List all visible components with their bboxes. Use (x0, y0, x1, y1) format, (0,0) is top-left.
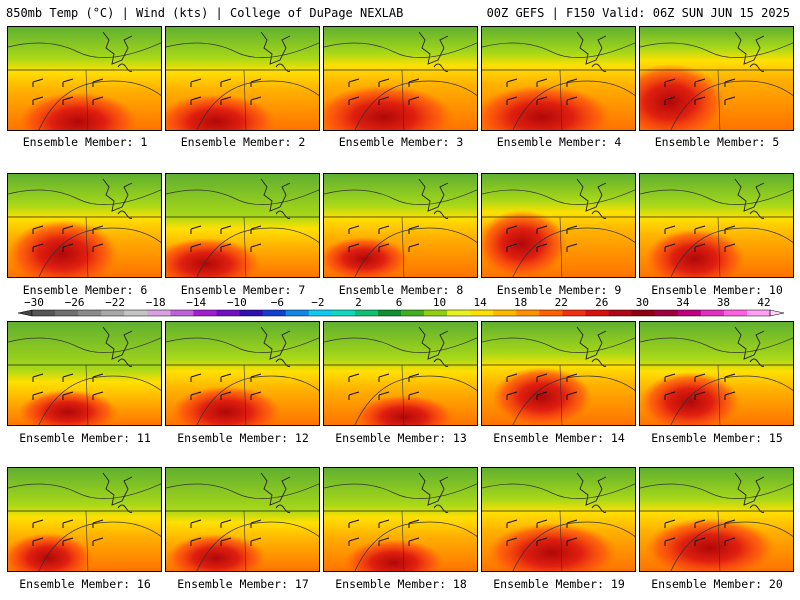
colorbar-tick-label: 14 (473, 296, 487, 309)
colorbar-tick-label: −18 (146, 296, 166, 309)
colorbar-swatch (585, 310, 610, 316)
colorbar-swatch (78, 310, 102, 316)
ensemble-member-map (323, 321, 478, 426)
header-left-title: 850mb Temp (°C) | Wind (kts) | College o… (6, 6, 404, 20)
colorbar-tick-label: −30 (24, 296, 44, 309)
ensemble-member-label: Ensemble Member: 4 (496, 135, 622, 149)
colorbar-tick-label: 2 (355, 296, 362, 309)
colorbar-swatch (262, 310, 287, 316)
ensemble-member-map (7, 321, 162, 426)
ensemble-member-label: Ensemble Member: 11 (19, 431, 151, 445)
colorbar-swatch (723, 310, 748, 316)
colorbar-swatch (331, 310, 356, 316)
ensemble-member-label: Ensemble Member: 16 (19, 577, 151, 591)
colorbar-swatch (608, 310, 633, 316)
colorbar-swatch (562, 310, 586, 316)
ensemble-member-label: Ensemble Member: 20 (651, 577, 783, 591)
ensemble-member-map (639, 173, 794, 278)
colorbar-swatch (32, 310, 56, 316)
colorbar-tick-label: −6 (271, 296, 284, 309)
colorbar-tick-label: −2 (311, 296, 324, 309)
header-right-title: 00Z GEFS | F150 Valid: 06Z SUN JUN 15 20… (486, 6, 790, 20)
colorbar-swatch (470, 310, 494, 316)
colorbar-swatch (654, 310, 679, 316)
colorbar-swatch (700, 310, 725, 316)
colorbar-tick-label: −22 (105, 296, 125, 309)
colorbar-tick-label: 22 (555, 296, 568, 309)
colorbar-swatch (516, 310, 540, 316)
ensemble-member-map (481, 26, 636, 131)
colorbar-tick-label: −10 (227, 296, 247, 309)
ensemble-member-label: Ensemble Member: 17 (177, 577, 309, 591)
colorbar-tick-label: 42 (757, 296, 770, 309)
temperature-colorbar: −30 −26 −22 −18 −14 −10 −6 −2 2 6 10 14 18 22 26 30 34 38… (17, 296, 785, 317)
colorbar-swatch (677, 310, 702, 316)
ensemble-member-label: Ensemble Member: 7 (180, 283, 306, 297)
colorbar-swatch (746, 310, 771, 316)
colorbar-swatch (147, 310, 171, 316)
colorbar-swatch (631, 310, 656, 316)
colorbar-swatch (124, 310, 148, 316)
colorbar-swatch (424, 310, 448, 316)
ensemble-member-map (7, 26, 162, 131)
colorbar-swatch (193, 310, 217, 316)
colorbar-tick-label: 6 (396, 296, 403, 309)
ensemble-member-label: Ensemble Member: 8 (338, 283, 464, 297)
ensemble-member-label: Ensemble Member: 6 (22, 283, 148, 297)
ensemble-member-label: Ensemble Member: 12 (177, 431, 309, 445)
ensemble-member-label: Ensemble Member: 3 (338, 135, 464, 149)
colorbar-swatch (55, 310, 79, 316)
ensemble-member-label: Ensemble Member: 10 (651, 283, 783, 297)
colorbar-tick-label: −14 (186, 296, 206, 309)
colorbar-tick-label: −26 (65, 296, 85, 309)
colorbar-tick-label: 34 (676, 296, 690, 309)
ensemble-member-map (323, 467, 478, 572)
ensemble-member-label: Ensemble Member: 14 (493, 431, 625, 445)
colorbar-swatch (216, 310, 241, 316)
colorbar-swatch (285, 310, 310, 316)
ensemble-member-map (481, 173, 636, 278)
colorbar-swatch (539, 310, 563, 316)
ensemble-member-label: Ensemble Member: 18 (335, 577, 467, 591)
ensemble-member-map (323, 173, 478, 278)
ensemble-member-map (323, 26, 478, 131)
ensemble-member-label: Ensemble Member: 19 (493, 577, 625, 591)
ensemble-member-map (7, 173, 162, 278)
ensemble-member-map (165, 467, 320, 572)
colorbar-swatch (239, 310, 264, 316)
ensemble-member-map (639, 467, 794, 572)
ensemble-member-label: Ensemble Member: 1 (22, 135, 148, 149)
ensemble-member-label: Ensemble Member: 9 (496, 283, 622, 297)
ensemble-member-map (165, 321, 320, 426)
ensemble-member-label: Ensemble Member: 13 (335, 431, 467, 445)
colorbar-tick-label: 38 (717, 296, 730, 309)
colorbar-swatch (308, 310, 333, 316)
ensemble-member-label: Ensemble Member: 15 (651, 431, 783, 445)
colorbar-swatch (401, 310, 425, 316)
colorbar-tick-label: 18 (514, 296, 527, 309)
colorbar-swatch (354, 310, 379, 316)
ensemble-member-map (481, 321, 636, 426)
colorbar-tick-label: 26 (595, 296, 608, 309)
ensemble-member-map (639, 26, 794, 131)
colorbar-tick-label: 10 (433, 296, 446, 309)
colorbar-swatch (493, 310, 517, 316)
colorbar-tick-label: 30 (636, 296, 649, 309)
ensemble-member-label: Ensemble Member: 5 (654, 135, 780, 149)
ensemble-member-label: Ensemble Member: 2 (180, 135, 306, 149)
ensemble-member-map (639, 321, 794, 426)
ensemble-member-map (7, 467, 162, 572)
colorbar-swatch (101, 310, 125, 316)
ensemble-member-map (481, 467, 636, 572)
ensemble-member-map (165, 173, 320, 278)
colorbar-swatch (447, 310, 471, 316)
colorbar-swatch (377, 310, 402, 316)
ensemble-member-map (165, 26, 320, 131)
colorbar-swatch (170, 310, 194, 316)
